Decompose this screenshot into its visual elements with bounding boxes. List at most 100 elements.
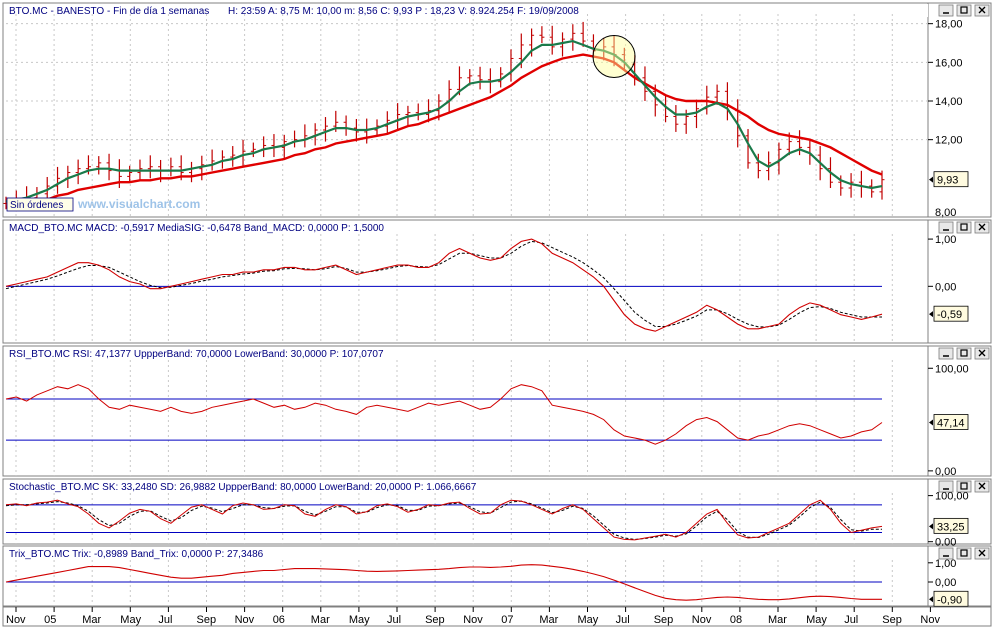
close-icon [978, 482, 986, 490]
trix-btn-bg [938, 547, 954, 560]
x-axis-tick-label: Mar [311, 614, 330, 626]
trix-line [5, 564, 882, 601]
price-last-value: 9,93 [937, 175, 958, 187]
trix-last-value-box [933, 590, 969, 607]
x-axis-tick-label: Mar [539, 614, 558, 626]
restore-icon [960, 482, 968, 490]
restore-icon [960, 549, 968, 557]
x-axis-tick-label: May [120, 614, 141, 626]
stoch-minimize-icon[interactable] [938, 480, 954, 493]
x-axis-tick-label: Mar [768, 614, 787, 626]
x-axis-tick-label: May [578, 614, 599, 626]
price-frame [2, 2, 992, 218]
macd-restore-icon[interactable] [956, 221, 972, 234]
trix-panel: 1,00 0,00 -0,90 Trix_BTO.MC Trix: -0,8989 B… [2, 545, 992, 607]
macd-signal-line [5, 240, 882, 328]
rsi-btn-bg [938, 347, 954, 360]
trix-minimize-icon[interactable] [938, 547, 954, 560]
trix-title: Trix_BTO.MC Trix: -0,8989 Band_Trix: 0,0… [9, 549, 264, 560]
stoch-tick-label: 100,00 [935, 491, 969, 503]
price-restore-icon[interactable] [956, 4, 972, 17]
macd-frame [2, 219, 992, 344]
restore-icon [960, 6, 968, 14]
trix-frame [2, 545, 992, 607]
x-axis-tick-label: 08 [730, 614, 742, 626]
stoch-last-pointer-icon [929, 523, 933, 530]
x-axis-tick-label: Nov [6, 614, 26, 626]
x-axis: Nov 05 Mar May Jul Sep Nov 06 Mar May Jul Sep Nov 07 M… [2, 606, 992, 627]
stoch-btn-bg [938, 480, 954, 493]
orders-badge-bg [6, 197, 74, 212]
x-axis-tick-label: Sep [197, 614, 217, 626]
stoch-last-value: 33,25 [937, 521, 965, 533]
price-panel: 18,00 16,00 14,00 12,00 9,93 8,00 BTO.MC - BAN… [2, 2, 992, 219]
macd-last-pointer-icon [929, 311, 933, 318]
x-axis-tick-label: Nov [692, 614, 712, 626]
x-axis-tick-label: Nov [463, 614, 483, 626]
price-header-values: H: 23:59 A: 8,75 M: 10,00 m: 8,56 C: 9,9… [228, 6, 579, 17]
macd-btn-bg [938, 221, 954, 234]
macd-tick-label: 1,00 [935, 234, 956, 246]
macd-last-value: -0,59 [937, 309, 962, 321]
x-axis-tick-label: Jul [844, 614, 858, 626]
rsi-panel: 100,00 0,00 47,14 RSI_BTO.MC RSI: 47,1377 U… [2, 345, 992, 478]
price-title: BTO.MC - BANESTO - Fin de día 1 semanas [9, 6, 209, 17]
rsi-restore-icon[interactable] [956, 347, 972, 360]
restore-icon [960, 223, 968, 231]
x-axis-tick-label: 07 [501, 614, 513, 626]
rsi-close-icon[interactable] [974, 347, 990, 360]
rsi-last-value-box [933, 414, 969, 430]
stoch-sk-line [5, 499, 883, 541]
trix-close-icon[interactable] [974, 547, 990, 560]
orders-label: Sin órdenes [10, 200, 63, 211]
price-minimize-icon[interactable] [938, 4, 954, 17]
x-axis-tick-label: Jul [158, 614, 172, 626]
macd-tick-label: 0,00 [935, 281, 956, 293]
stoch-btn-bg [956, 480, 972, 493]
watermark-text: www.visualchart.com [77, 197, 200, 211]
rsi-btn-bg [956, 347, 972, 360]
close-icon [978, 6, 986, 14]
rsi-tick-label: 100,00 [935, 363, 969, 375]
macd-last-value-box [933, 305, 969, 322]
moving-average-long-line [5, 53, 883, 209]
trix-tick-label: 1,00 [935, 558, 956, 570]
macd-minimize-icon[interactable] [938, 221, 954, 234]
macd-close-icon[interactable] [974, 221, 990, 234]
price-last-value-box [933, 171, 969, 188]
x-axis-tick-label: Nov [920, 614, 940, 626]
close-icon [978, 549, 986, 557]
price-title-bar [4, 4, 928, 17]
trix-last-pointer-icon [929, 596, 933, 603]
x-axis-tick-label: Sep [654, 614, 674, 626]
close-icon [978, 349, 986, 357]
rsi-frame [2, 345, 992, 477]
stoch-restore-icon[interactable] [956, 480, 972, 493]
rsi-last-pointer-icon [929, 419, 933, 426]
moving-average-short-line [5, 39, 883, 203]
x-axis-tick-label: Jul [387, 614, 401, 626]
rsi-tick-label: 0,00 [935, 466, 956, 478]
x-axis-tick-label: Sep [882, 614, 902, 626]
crossover-highlight-circle [592, 35, 636, 79]
macd-panel: 1,00 0,00 -0,59 MACD_BTO.MC MACD: -0,5917 M… [2, 219, 992, 344]
trix-last-value: -0,90 [937, 594, 962, 606]
macd-line [5, 238, 883, 332]
stoch-close-icon[interactable] [974, 480, 990, 493]
x-axis-tick-label: Mar [82, 614, 101, 626]
price-last-pointer-icon [929, 176, 933, 183]
rsi-minimize-icon[interactable] [938, 347, 954, 360]
price-tick-label: 16,00 [935, 57, 963, 69]
x-axis-tick-label: Nov [235, 614, 255, 626]
price-tick-label: 14,00 [935, 96, 963, 108]
close-icon [978, 223, 986, 231]
trix-restore-icon[interactable] [956, 547, 972, 560]
macd-btn-bg [956, 221, 972, 234]
price-tick-label: 18,00 [935, 19, 963, 31]
restore-icon [960, 349, 968, 357]
price-scale-cut-label: 8,00 [935, 207, 956, 219]
price-close-icon[interactable] [974, 4, 990, 17]
x-axis-frame [2, 606, 992, 627]
